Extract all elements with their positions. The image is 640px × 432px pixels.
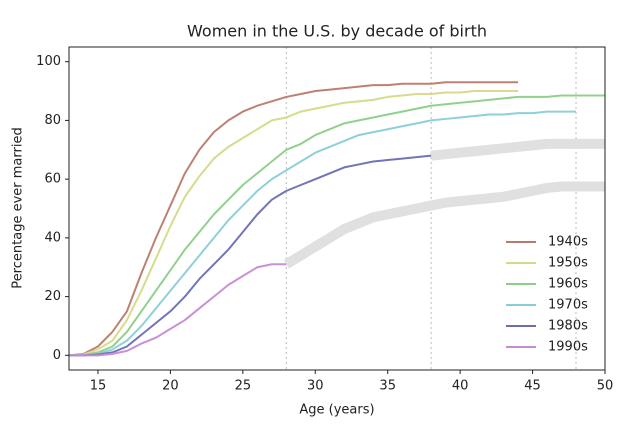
x-tick-label: 45: [524, 379, 541, 394]
series-line: [69, 110, 577, 357]
legend-label: 1980s: [548, 319, 588, 334]
projection-band: [283, 181, 605, 269]
series-line: [68, 90, 519, 357]
y-tick-label: 80: [44, 113, 61, 128]
legend-label: 1940s: [548, 235, 588, 250]
x-axis-label: Age (years): [299, 403, 374, 418]
y-tick-label: 0: [53, 348, 61, 363]
x-tick-label: 20: [162, 379, 179, 394]
series-line: [69, 154, 432, 357]
series-line: [68, 81, 519, 357]
x-tick-label: 25: [235, 379, 252, 394]
x-tick-label: 40: [452, 379, 469, 394]
y-tick-label: 100: [36, 54, 61, 69]
legend-label: 1990s: [548, 340, 588, 355]
series-line: [69, 263, 287, 357]
legend-label: 1950s: [548, 256, 588, 271]
x-tick-label: 30: [307, 379, 324, 394]
chart-title: Women in the U.S. by decade of birth: [187, 22, 487, 41]
legend-label: 1970s: [548, 298, 588, 313]
x-tick-label: 15: [90, 379, 107, 394]
y-tick-label: 40: [44, 230, 61, 245]
x-tick-label: 50: [597, 379, 614, 394]
y-axis-label: Percentage ever married: [11, 127, 26, 288]
series-line: [69, 94, 605, 357]
legend-label: 1960s: [548, 277, 588, 292]
y-tick-label: 20: [44, 289, 61, 304]
plot-frame: [68, 46, 606, 371]
y-tick-label: 60: [44, 172, 61, 187]
x-tick-label: 35: [379, 379, 396, 394]
projection-band: [430, 138, 605, 161]
